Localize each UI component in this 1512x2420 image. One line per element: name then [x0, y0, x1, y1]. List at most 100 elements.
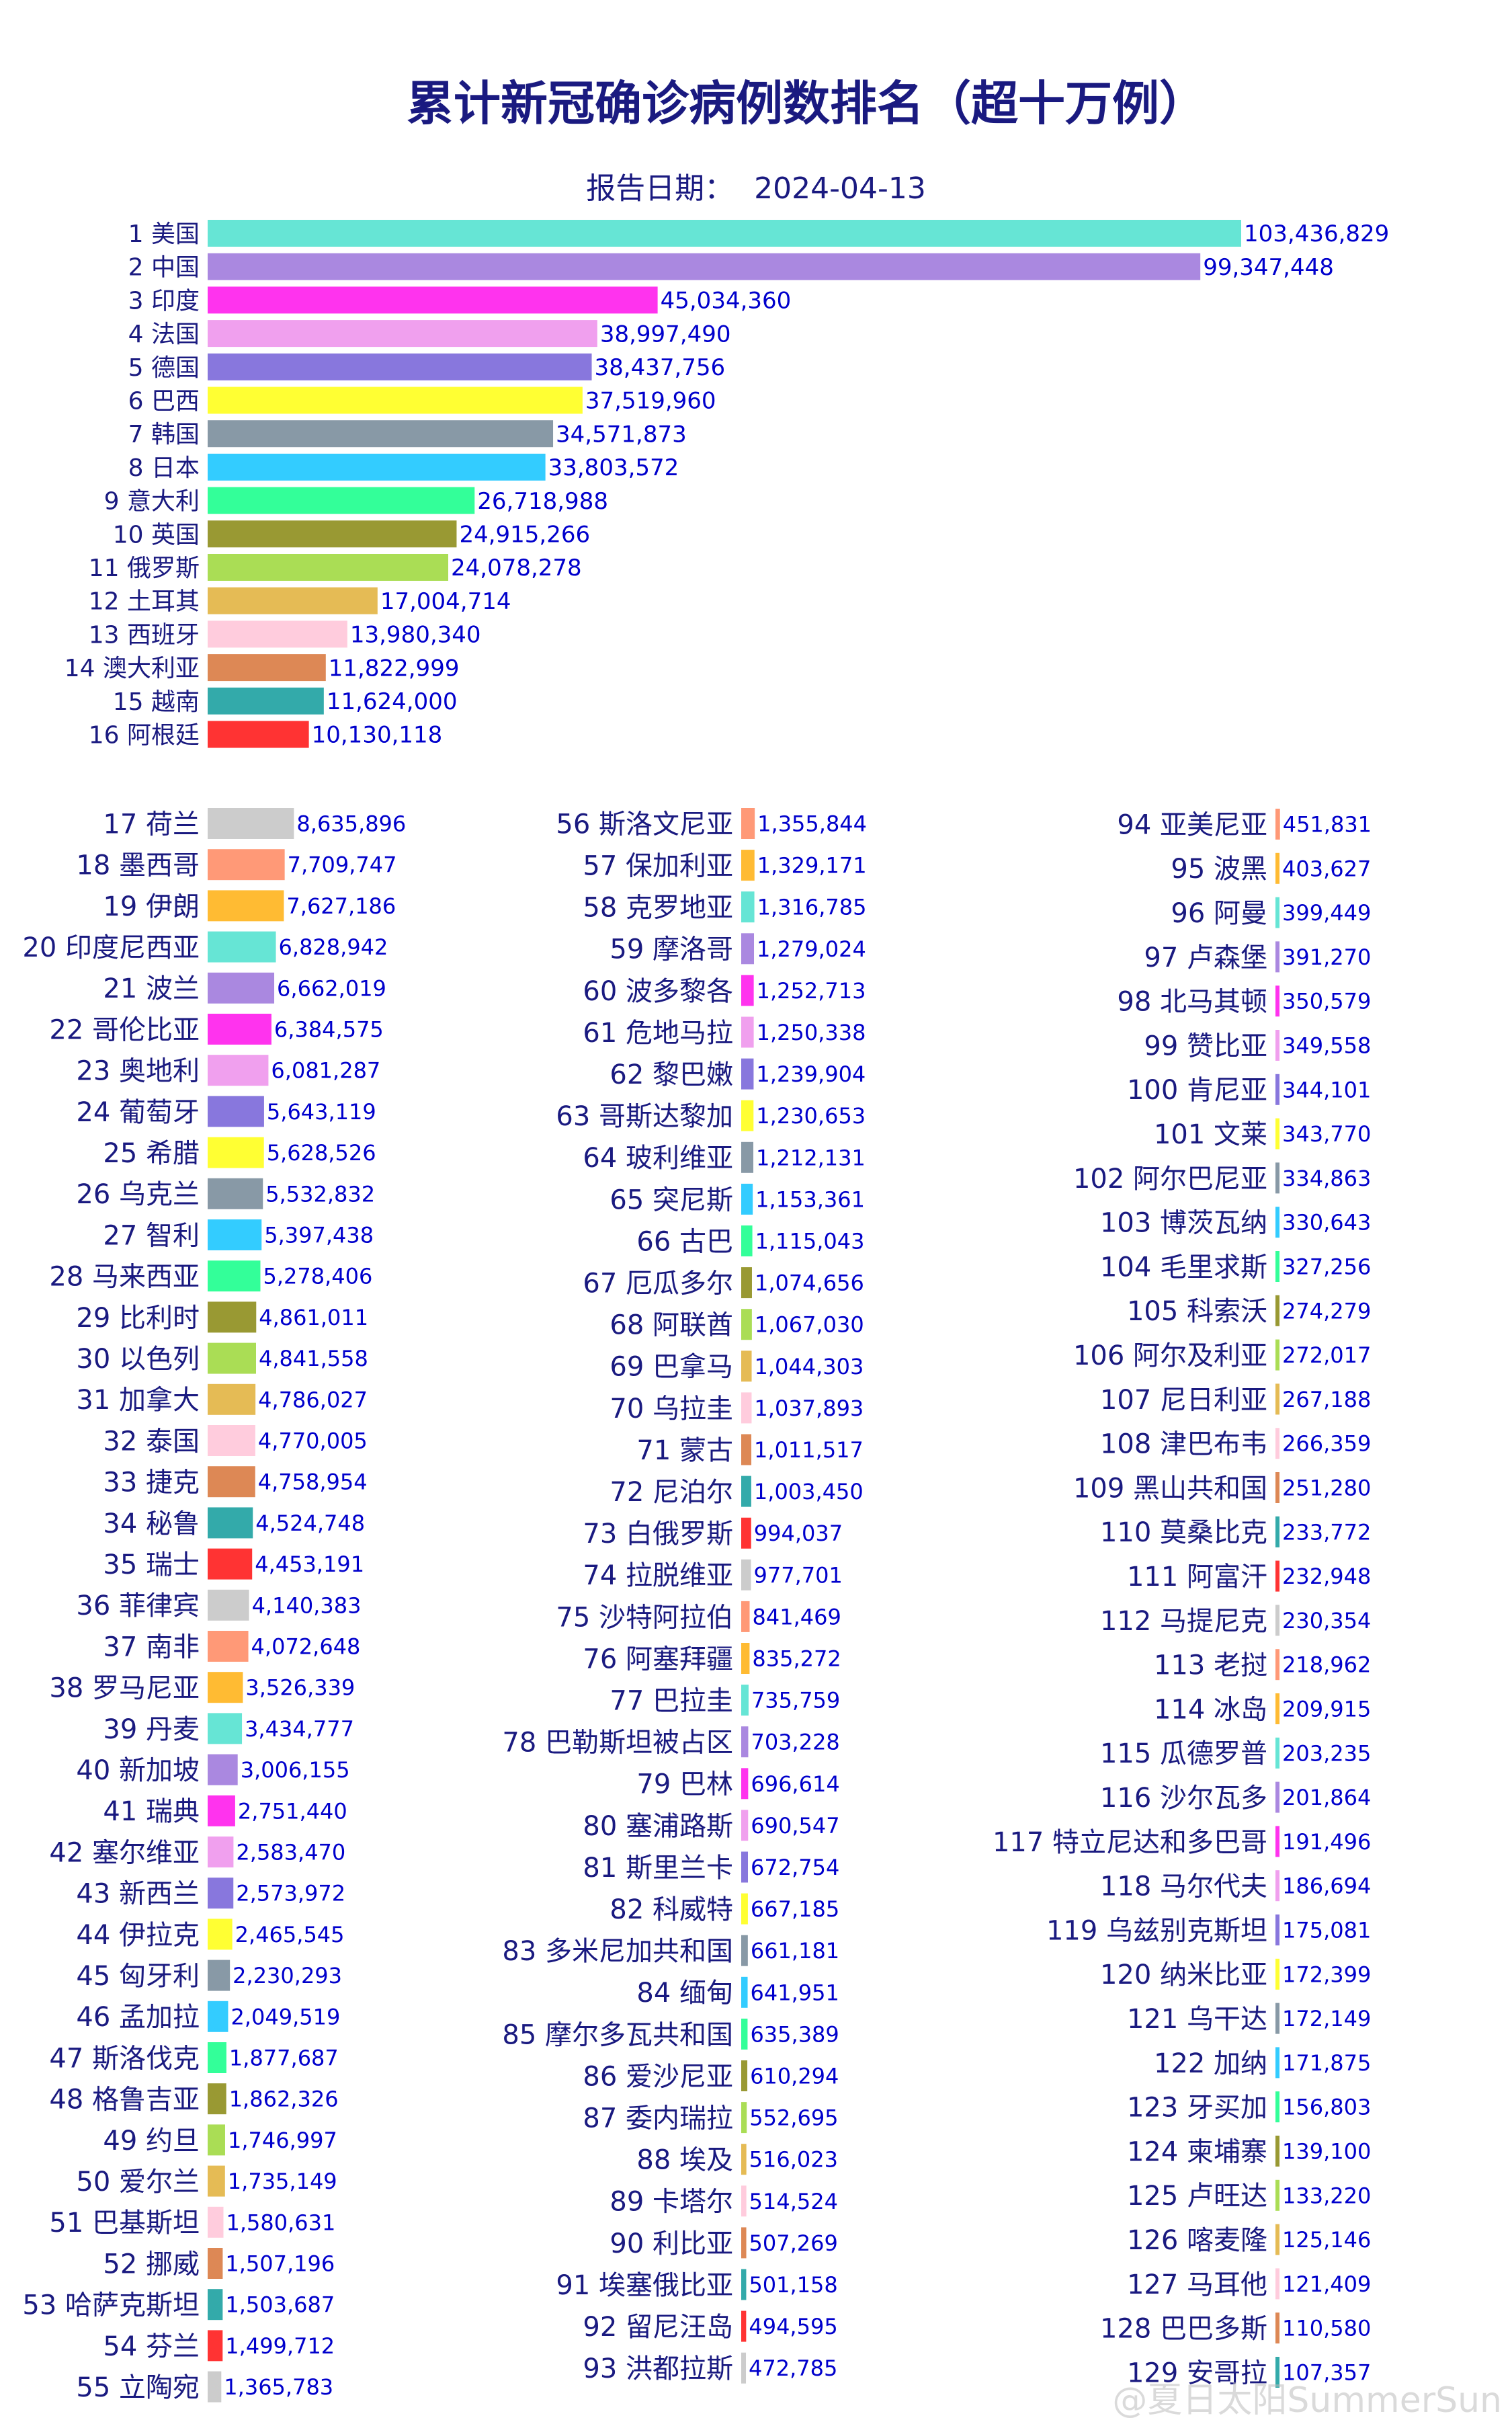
- category-label: 45 匈牙利: [76, 1961, 200, 1992]
- bar: [741, 1309, 752, 1340]
- value-label: 1,074,656: [755, 1270, 864, 1296]
- bar: [741, 1517, 751, 1549]
- value-label: 5,628,526: [267, 1140, 376, 1166]
- category-label: 21 波兰: [103, 973, 200, 1004]
- category-label: 126 喀麦隆: [1127, 2225, 1267, 2256]
- bar: [741, 1935, 748, 1966]
- chart-title: 累计新冠确诊病例数排名（超十万例）: [407, 76, 1206, 131]
- category-label: 119 乌兹别克斯坦: [1046, 1915, 1267, 1946]
- value-label: 139,100: [1282, 2139, 1371, 2165]
- value-label: 26,718,988: [477, 488, 608, 515]
- bar: [208, 2042, 226, 2073]
- value-label: 1,037,893: [754, 1396, 864, 1421]
- bar: [208, 808, 294, 839]
- value-label: 1,044,303: [755, 1354, 864, 1379]
- category-label: 22 哥伦比亚: [49, 1014, 200, 1045]
- category-label: 18 墨西哥: [76, 850, 200, 881]
- category-label: 9 意大利: [104, 488, 200, 516]
- value-label: 334,863: [1282, 1166, 1371, 1191]
- bar: [1275, 1383, 1279, 1415]
- category-label: 26 乌克兰: [76, 1179, 200, 1210]
- bar: [208, 620, 347, 648]
- value-label: 186,694: [1282, 1873, 1371, 1899]
- category-label: 115 瓜德罗普: [1100, 1738, 1267, 1769]
- value-label: 672,754: [751, 1855, 839, 1880]
- bar: [208, 1137, 264, 1168]
- bar: [208, 1301, 257, 1333]
- value-label: 251,280: [1282, 1476, 1371, 1501]
- bar: [208, 1342, 256, 1374]
- category-label: 42 塞尔维亚: [49, 1837, 200, 1868]
- value-label: 494,595: [749, 2314, 837, 2339]
- value-label: 4,861,011: [259, 1305, 368, 1330]
- category-label: 89 卡塔尔: [610, 2187, 733, 2218]
- value-label: 274,279: [1282, 1298, 1371, 1324]
- category-label: 118 马尔代夫: [1100, 1871, 1267, 1902]
- value-label: 172,399: [1282, 1962, 1371, 1987]
- category-label: 54 芬兰: [103, 2331, 200, 2362]
- category-label: 82 科威特: [610, 1894, 733, 1925]
- category-label: 19 伊朗: [103, 891, 200, 922]
- value-label: 391,270: [1282, 944, 1371, 970]
- value-label: 107,357: [1282, 2360, 1371, 2386]
- value-label: 1,067,030: [755, 1312, 864, 1338]
- category-label: 114 冰岛: [1154, 1694, 1267, 1725]
- value-label: 8,635,896: [296, 811, 406, 837]
- category-label: 58 克罗地亚: [583, 893, 733, 924]
- category-label: 25 希腊: [103, 1138, 200, 1169]
- value-label: 171,875: [1282, 2050, 1371, 2076]
- bar: [1275, 1339, 1279, 1371]
- value-label: 1,329,171: [757, 853, 867, 879]
- bar: [208, 1672, 243, 1703]
- bar: [208, 1878, 234, 1909]
- value-label: 1,316,785: [757, 895, 867, 920]
- bar: [208, 2001, 228, 2032]
- category-label: 2 中国: [128, 254, 200, 282]
- category-label: 39 丹麦: [103, 1714, 200, 1745]
- category-label: 110 莫桑比克: [1100, 1517, 1267, 1548]
- category-label: 83 多米尼加共和国: [502, 1936, 733, 1967]
- bar: [208, 972, 275, 1004]
- bar: [1275, 1295, 1279, 1326]
- value-label: 233,772: [1282, 1519, 1371, 1545]
- bar: [1275, 897, 1279, 928]
- value-label: 156,803: [1282, 2095, 1371, 2120]
- value-label: 1,735,149: [228, 2169, 337, 2194]
- bar: [741, 2227, 747, 2259]
- value-label: 399,449: [1282, 900, 1371, 926]
- bar: [1275, 1428, 1279, 1459]
- bar: [208, 253, 1201, 280]
- bar: [208, 554, 449, 581]
- category-label: 20 印度尼西亚: [22, 932, 200, 963]
- value-label: 1,862,326: [229, 2087, 339, 2112]
- category-label: 116 沙尔瓦多: [1100, 1783, 1267, 1814]
- bar: [208, 1713, 243, 1744]
- value-label: 330,643: [1282, 1210, 1371, 1236]
- category-label: 102 阿尔巴尼亚: [1073, 1164, 1267, 1195]
- category-label: 78 巴勒斯坦被占区: [502, 1728, 733, 1759]
- category-label: 104 毛里求斯: [1100, 1252, 1267, 1283]
- bar: [208, 2289, 223, 2321]
- bar: [741, 1851, 749, 1883]
- value-label: 34,571,873: [556, 421, 687, 448]
- bar: [208, 2330, 223, 2362]
- category-label: 11 俄罗斯: [89, 555, 200, 582]
- value-label: 266,359: [1282, 1431, 1371, 1457]
- value-label: 1,355,844: [757, 811, 867, 837]
- category-label: 108 津巴布韦: [1100, 1429, 1267, 1460]
- value-label: 4,841,558: [259, 1346, 368, 1371]
- category-label: 43 新西兰: [76, 1879, 200, 1910]
- category-label: 124 柬埔寨: [1127, 2136, 1267, 2167]
- bar: [208, 2165, 225, 2197]
- bar: [741, 1058, 754, 1090]
- value-label: 4,524,748: [255, 1510, 365, 1536]
- bar: [741, 1726, 749, 1758]
- value-label: 2,230,293: [233, 1963, 342, 1988]
- value-label: 1,507,196: [225, 2251, 335, 2277]
- bar: [741, 1559, 751, 1590]
- category-label: 27 智利: [103, 1220, 200, 1251]
- bar: [1275, 1162, 1279, 1194]
- category-label: 100 肯尼亚: [1127, 1075, 1267, 1106]
- value-label: 110,580: [1282, 2316, 1371, 2341]
- category-label: 34 秘鲁: [103, 1508, 200, 1539]
